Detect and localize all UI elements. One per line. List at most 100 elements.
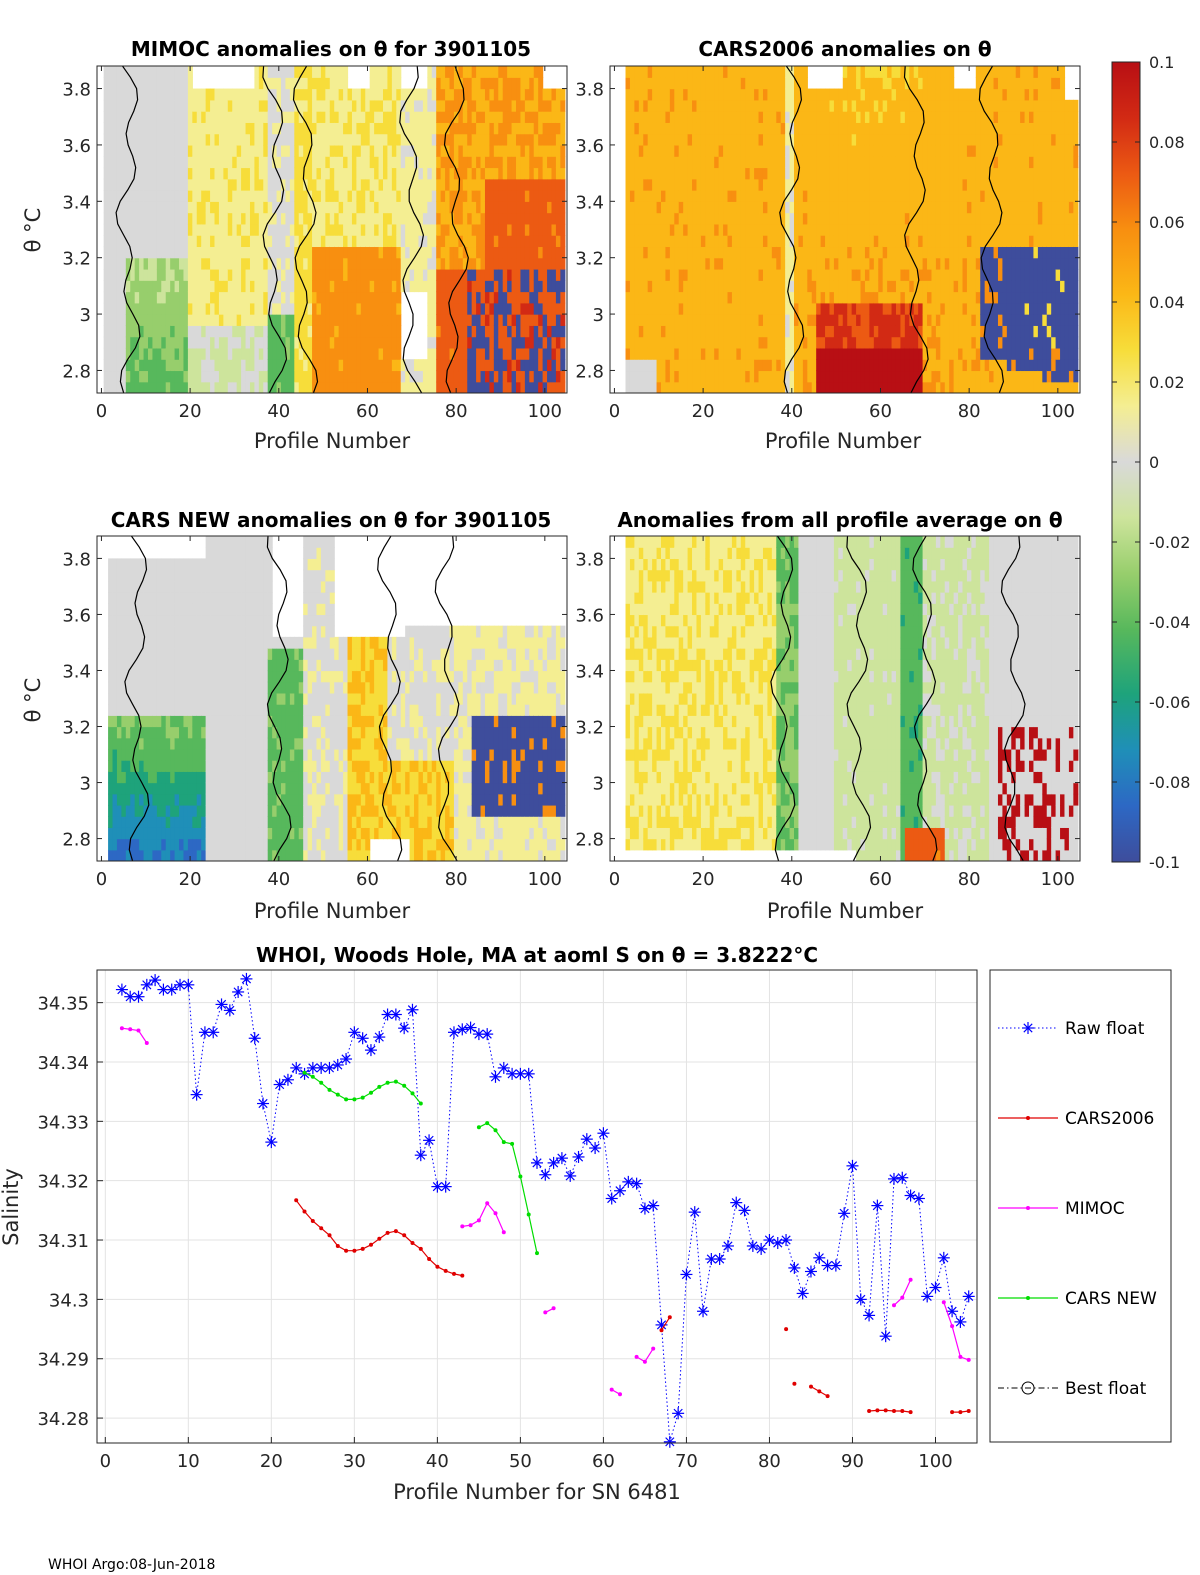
heatmap-cell (895, 77, 902, 90)
heatmap-cell (418, 246, 424, 259)
heatmap-cell (183, 268, 189, 281)
heatmap-cell (196, 133, 202, 146)
heatmap-cell (927, 190, 933, 202)
heatmap-cell (267, 268, 273, 281)
heatmap-cell (625, 77, 631, 90)
heatmap-cell (660, 381, 667, 393)
heatmap-cell (683, 190, 689, 202)
heatmap-cell (696, 122, 702, 135)
heatmap-cell (674, 156, 680, 169)
heatmap-cell (838, 88, 844, 101)
heatmap-cell (727, 314, 733, 326)
heatmap-cell (665, 336, 671, 349)
heatmap-cell (927, 156, 933, 169)
heatmap-cell (453, 178, 459, 191)
heatmap-cell (307, 99, 313, 112)
heatmap-cell (758, 190, 764, 202)
heatmap-cell (555, 167, 561, 180)
heatmap-cell (484, 212, 490, 225)
heatmap-cell (165, 223, 171, 236)
heatmap-cell (369, 144, 375, 157)
heatmap-cell (524, 302, 530, 315)
heatmap-cell (789, 99, 795, 112)
heatmap-cell (281, 212, 287, 225)
heatmap-cell (360, 99, 366, 112)
heatmap-cell (116, 268, 122, 281)
heatmap-cell (758, 88, 764, 101)
heatmap-cell (638, 88, 644, 101)
heatmap-cell (922, 178, 928, 191)
heatmap-cell (196, 223, 202, 236)
heatmap-cell (418, 201, 424, 214)
heatmap-cell (165, 144, 171, 157)
heatmap-cell (484, 381, 490, 393)
heatmap-cell (103, 291, 109, 304)
heatmap-cell (776, 190, 782, 202)
heatmap-cell (723, 325, 729, 338)
heatmap-cell (258, 257, 264, 270)
heatmap-cell (227, 280, 233, 293)
heatmap-cell (316, 144, 322, 157)
heatmap-cell (922, 246, 928, 259)
heatmap-cell (785, 122, 791, 135)
heatmap-cell (538, 336, 544, 349)
heatmap-cell (281, 336, 287, 349)
heatmap-cell (174, 167, 180, 180)
heatmap-cell (860, 280, 866, 293)
heatmap-cell (307, 336, 313, 349)
heatmap-cell (502, 212, 508, 225)
heatmap-cell (749, 268, 755, 281)
heatmap-cell (696, 223, 702, 236)
heatmap-cell (547, 314, 553, 326)
heatmap-cell (449, 178, 455, 191)
heatmap-cell (718, 201, 724, 214)
heatmap-cell (634, 201, 640, 214)
heatmap-cell (232, 167, 238, 180)
heatmap-cell (652, 257, 658, 270)
heatmap-cell (547, 268, 553, 281)
heatmap-cell (864, 370, 870, 383)
heatmap-cell (918, 122, 924, 135)
heatmap-cell (462, 190, 468, 202)
heatmap-cell (533, 178, 539, 191)
heatmap-cell (700, 133, 706, 146)
heatmap-cell (507, 336, 513, 349)
heatmap-cell (538, 235, 544, 248)
contour-line (262, 66, 288, 393)
heatmap-cell (179, 280, 185, 293)
heatmap-cell (356, 280, 362, 293)
heatmap-cell (678, 201, 684, 214)
heatmap-cell (258, 223, 264, 236)
heatmap-cell (294, 212, 300, 225)
heatmap-cell (705, 111, 711, 123)
heatmap-cell (723, 77, 729, 90)
heatmap-cell (718, 178, 724, 191)
heatmap-cell (856, 370, 862, 383)
heatmap-cell (740, 246, 746, 259)
heatmap-cell (112, 223, 118, 236)
heatmap-cell (864, 144, 870, 157)
heatmap-cell (542, 370, 548, 383)
heatmap-cell (192, 347, 198, 360)
heatmap-cell (749, 201, 755, 214)
heatmap-cell (869, 246, 875, 259)
heatmap-cell (192, 336, 198, 349)
heatmap-cell (669, 314, 675, 326)
heatmap-cell (409, 178, 415, 191)
heatmap-cell (236, 99, 242, 112)
heatmap-cell (103, 257, 109, 270)
heatmap-cell (802, 77, 808, 90)
heatmap-cell (869, 178, 875, 191)
heatmap-cell (449, 167, 455, 180)
heatmap-cell (731, 257, 737, 270)
heatmap-cell (108, 257, 114, 270)
heatmap-cell (647, 201, 653, 214)
heatmap-cell (223, 144, 229, 157)
heatmap-cell (754, 223, 760, 236)
heatmap-cell (476, 144, 482, 157)
heatmap-cell (529, 77, 535, 90)
heatmap-cell (887, 235, 893, 248)
heatmap-cell (312, 291, 318, 304)
heatmap-cell (369, 347, 375, 360)
heatmap-cell (369, 223, 375, 236)
